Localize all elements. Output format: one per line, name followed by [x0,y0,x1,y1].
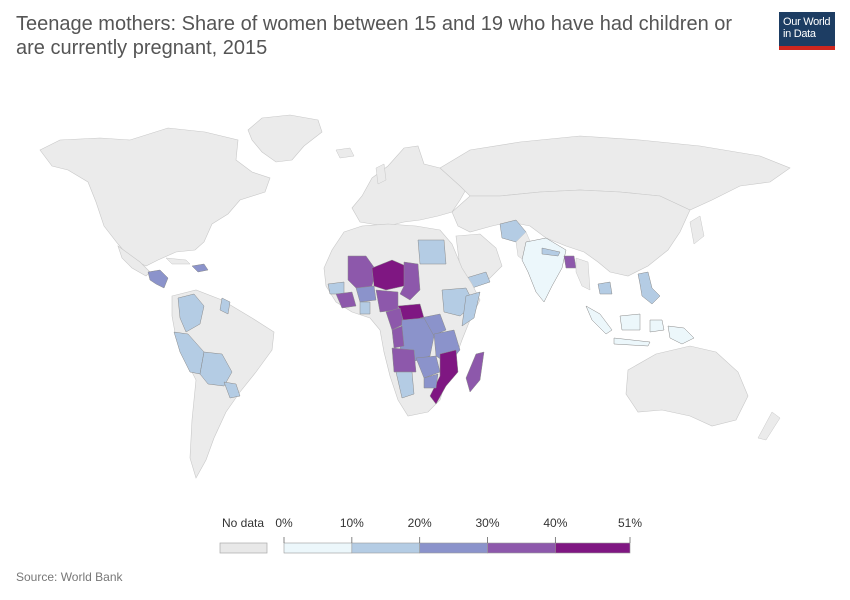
legend-no-data-label: No data [222,516,264,530]
legend-tick-label: 51% [618,516,642,530]
legend-bin-2[interactable] [351,542,420,554]
region-iceland[interactable] [335,147,355,159]
legend-tick-label: 10% [340,516,364,530]
legend-bin-3[interactable] [419,542,488,554]
country-guyana[interactable] [219,297,231,315]
country-congo[interactable] [391,325,405,349]
country-namibia[interactable] [395,371,415,399]
country-somalia[interactable] [461,291,481,327]
country-timor-leste[interactable] [667,325,695,345]
country-cambodia[interactable] [597,281,613,295]
country-guinea-region[interactable] [335,291,357,309]
region-mexico[interactable] [117,245,151,277]
country-philippines[interactable] [637,271,661,305]
legend-tick-label: 30% [476,516,500,530]
country-angola[interactable] [391,347,417,373]
legend-tick-label: 0% [275,516,293,530]
country-myanmar[interactable] [575,257,591,291]
region-new-zealand[interactable] [757,411,781,441]
country-madagascar[interactable] [465,351,485,393]
legend-tick-label: 20% [408,516,432,530]
legend-bins [283,542,631,554]
country-malawi-mozambique[interactable] [429,349,459,405]
country-bolivia[interactable] [199,351,233,387]
logo-line-2: in Data [783,28,816,40]
country-haiti-dr[interactable] [191,263,209,273]
legend-bin-4[interactable] [487,542,556,554]
chart-title: Teenage mothers: Share of women between … [16,13,733,59]
legend-tick-label: 40% [543,516,567,530]
country-egypt[interactable] [417,239,447,265]
owid-logo[interactable]: Our World in Data [779,12,835,50]
legend-no-data-swatch [219,542,268,554]
world-map[interactable] [0,80,850,510]
country-nepal[interactable] [541,247,561,257]
country-chad[interactable] [399,261,421,301]
country-indonesia[interactable] [585,305,665,347]
country-guatemala-honduras[interactable] [147,269,169,289]
country-zimbabwe[interactable] [423,373,439,389]
country-paraguay[interactable] [223,381,241,399]
legend-bin-1[interactable] [283,542,353,554]
source-note: Source: World Bank [16,570,123,584]
legend-bin-5[interactable] [555,542,631,554]
country-burkina[interactable] [355,285,377,303]
region-greenland[interactable] [247,114,323,163]
region-australia[interactable] [625,345,749,427]
region-north-america[interactable] [39,127,271,267]
country-colombia[interactable] [177,293,205,333]
country-ghana[interactable] [359,301,371,315]
region-uk[interactable] [375,163,387,185]
country-cuba[interactable] [165,257,191,265]
logo-line-1: Our World [783,16,831,28]
legend-ticks: 0% 10% 20% 30% 40% 51% [275,516,642,543]
region-japan[interactable] [689,215,705,245]
